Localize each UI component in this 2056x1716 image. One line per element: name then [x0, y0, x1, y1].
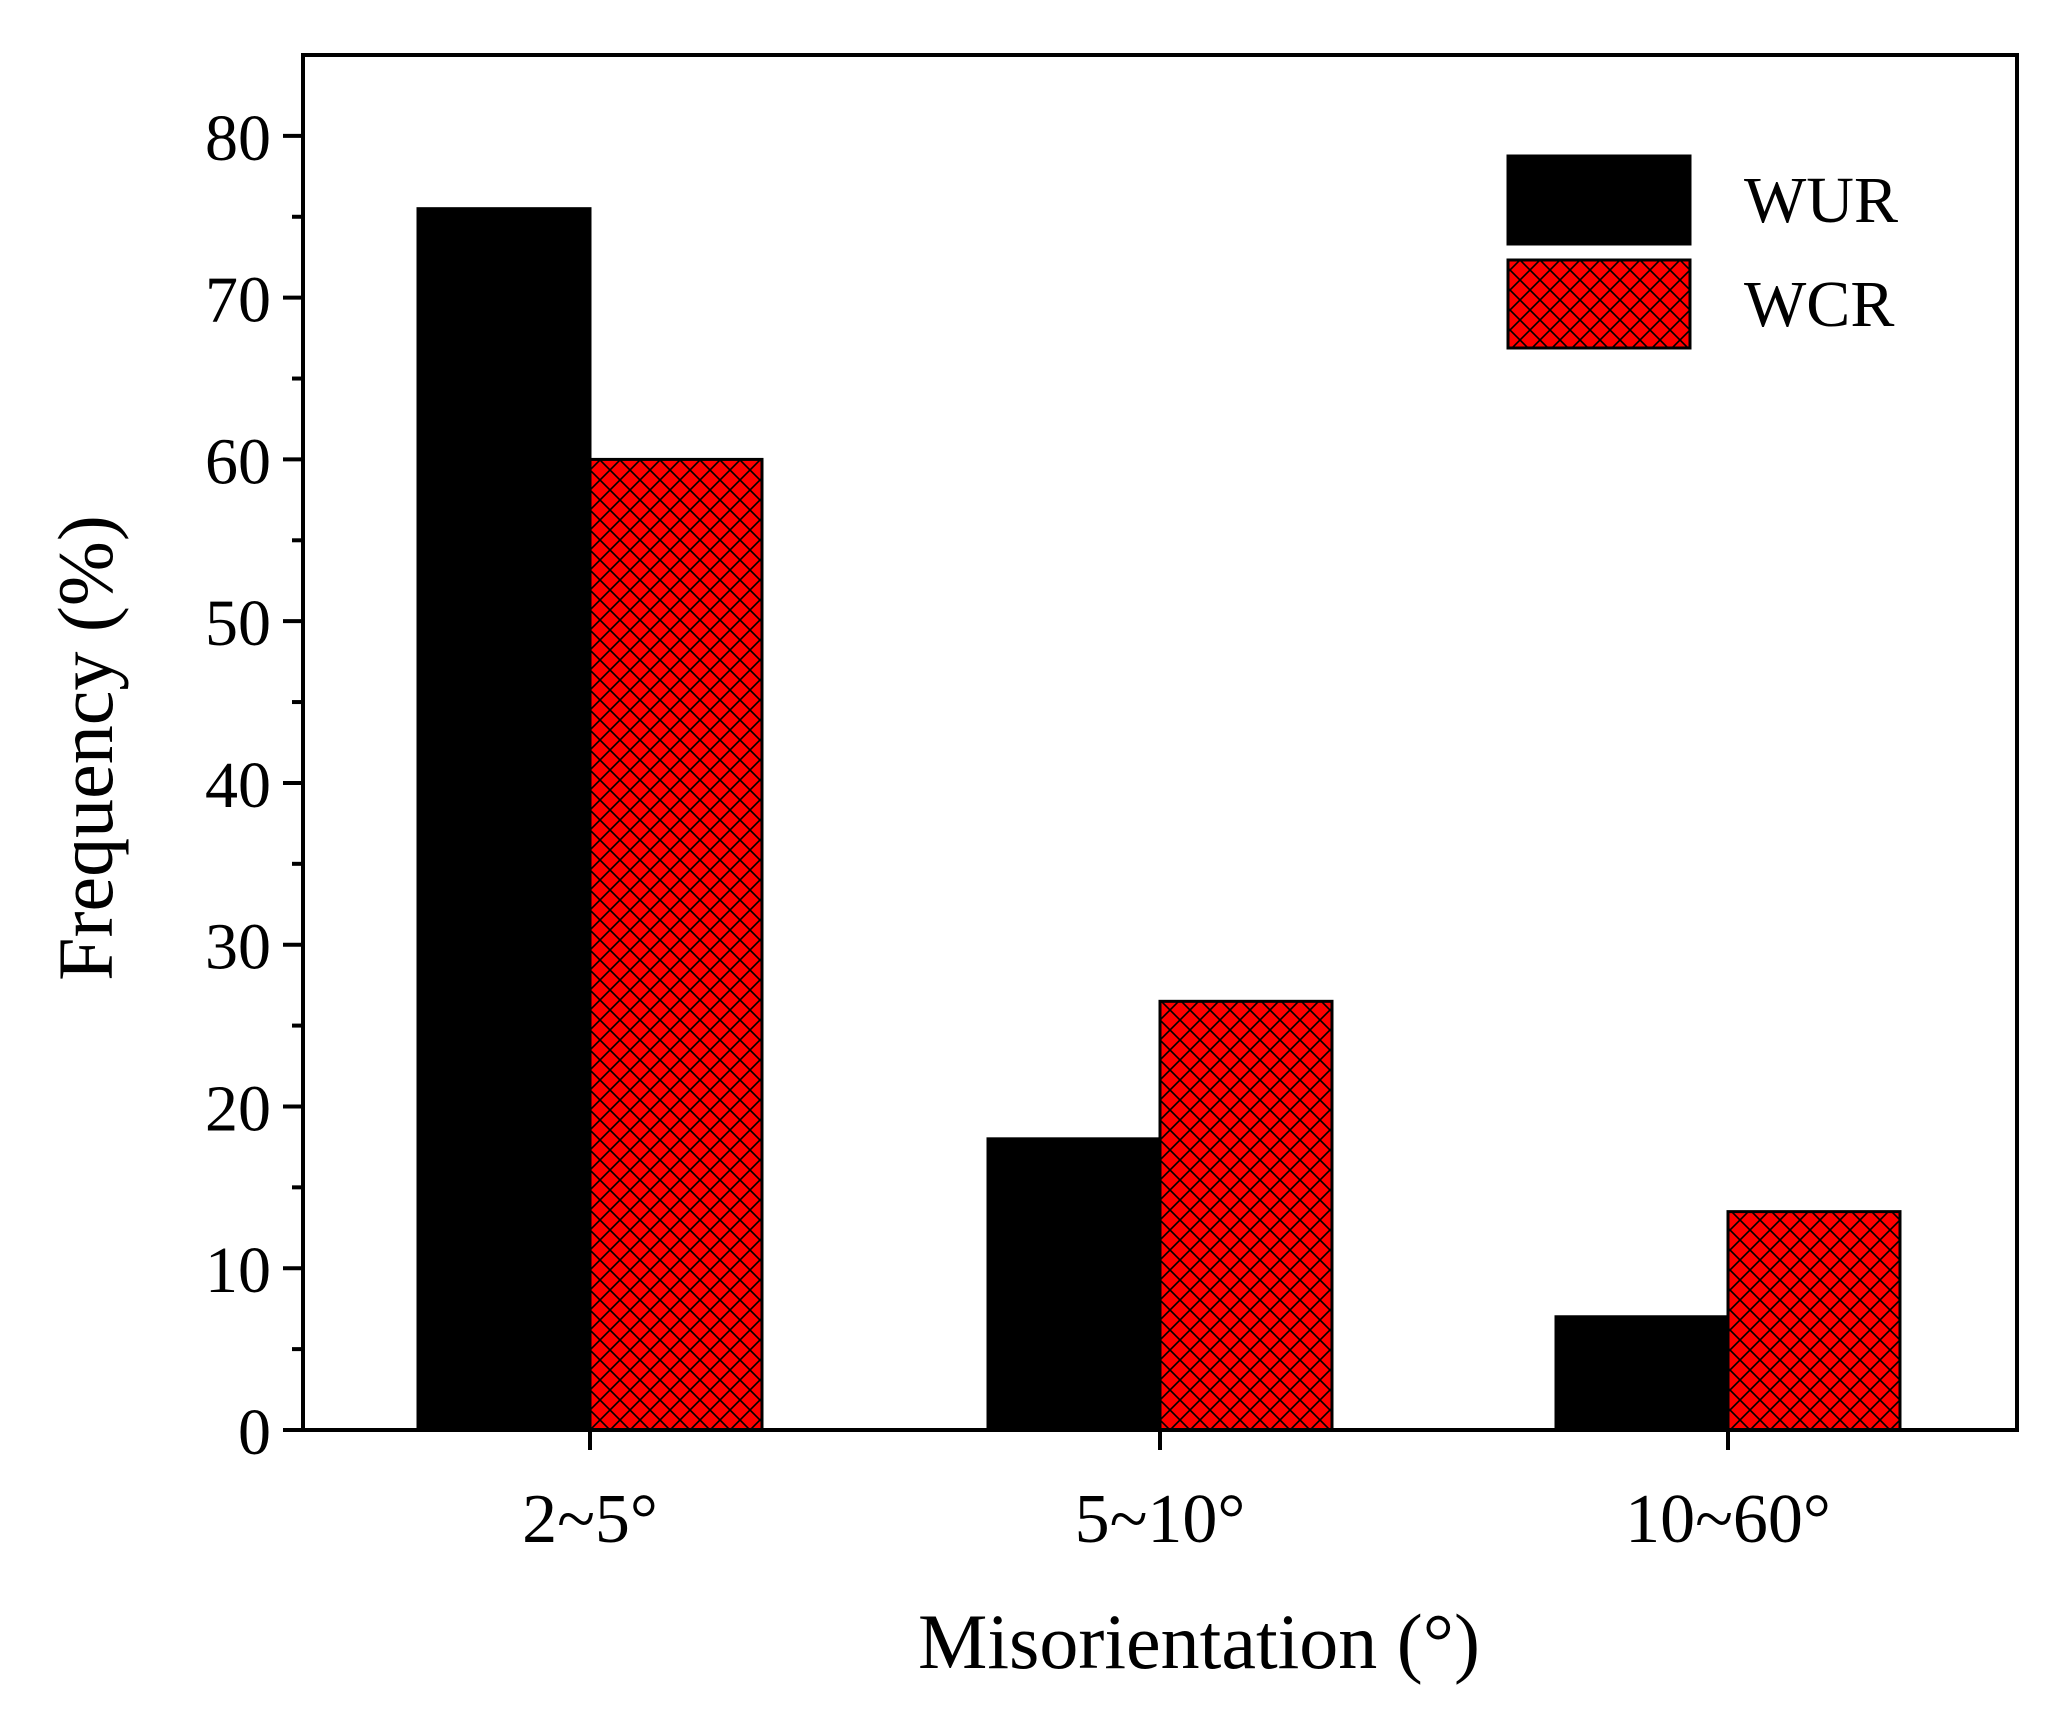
- x-tick-label: 5~10°: [1075, 1481, 1246, 1558]
- y-tick-label: 10: [205, 1234, 271, 1307]
- y-tick-label: 50: [205, 587, 271, 660]
- x-tick-label: 10~60°: [1625, 1481, 1831, 1558]
- bar-wcr-2: [1726, 1210, 1902, 1432]
- bar-wcr-1: [1158, 999, 1334, 1432]
- y-tick-label: 20: [205, 1072, 271, 1145]
- bar-wur-1: [986, 1137, 1162, 1432]
- x-axis-label: Misorientation (°): [918, 1598, 1480, 1685]
- y-tick-label: 60: [205, 425, 271, 498]
- y-tick-label: 0: [238, 1396, 271, 1469]
- bars-layer: [416, 207, 1902, 1432]
- y-tick-label: 70: [205, 264, 271, 337]
- axes-layer: 0 10 20 30 40 50 60 70 80 2~5° 5~10° 10~60°: [205, 53, 2019, 1558]
- legend: WUR WCR: [1506, 154, 1898, 350]
- bar-wur-0: [416, 207, 592, 1432]
- y-axis-label: Frequency (%): [42, 515, 129, 981]
- legend-swatch-wcr: [1506, 258, 1692, 350]
- legend-label-wcr: WCR: [1744, 268, 1894, 341]
- bar-wcr-0: [588, 457, 764, 1432]
- legend-label-wur: WUR: [1744, 164, 1898, 237]
- y-tick-label: 80: [205, 102, 271, 175]
- legend-swatch-wur: [1506, 154, 1692, 246]
- y-tick-label: 40: [205, 749, 271, 822]
- x-tick-label: 2~5°: [522, 1481, 658, 1558]
- y-tick-label: 30: [205, 911, 271, 984]
- bar-wur-2: [1554, 1315, 1730, 1432]
